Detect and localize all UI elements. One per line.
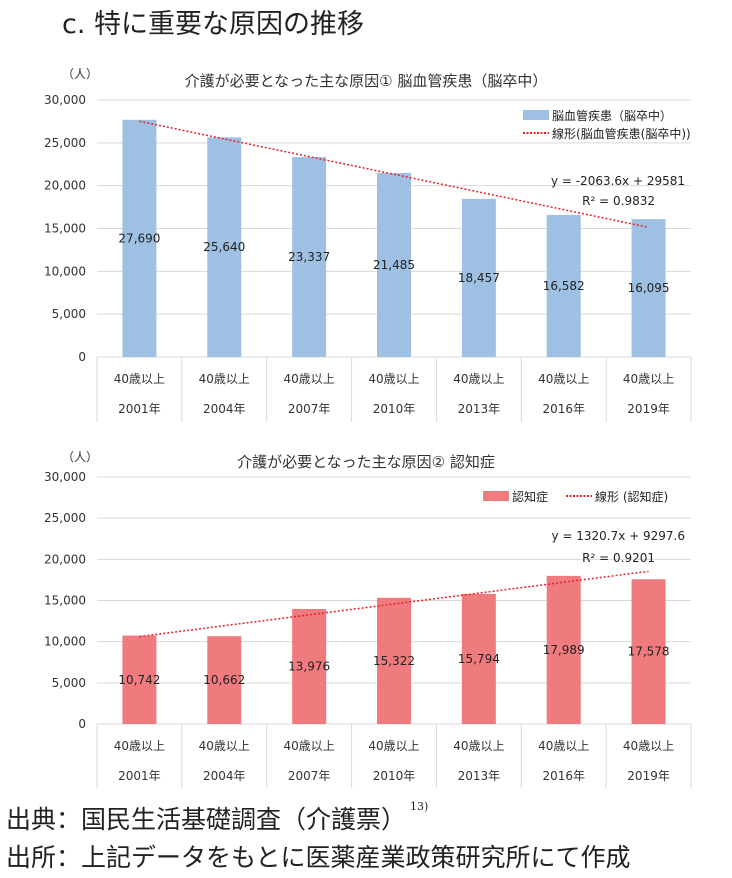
data-label: 27,690 [118,231,160,245]
category-label: 40歳以上 [368,739,419,753]
trend-equation: y = -2063.6x + 29581 [551,174,685,188]
bar [631,579,666,724]
category-label: 40歳以上 [623,372,674,386]
chart-dementia: 介護が必要となった主な原因② 認知症 （人） 0 5,000 10,000 15,000 2… [44,450,692,788]
y-tick-label: 25,000 [44,511,86,525]
chart-stroke: 介護が必要となった主な原因① 脳血管疾患（脳卒中） （人） 0 5,000 10,000… [44,67,692,422]
category-year-label: 2010年 [373,769,416,783]
source-text: 出典：国民生活基礎調査（介護票） [6,805,407,834]
category-year-label: 2019年 [627,402,670,416]
category-label: 40歳以上 [114,372,165,386]
category-year-label: 2001年 [118,769,161,783]
data-label: 16,095 [628,281,670,295]
legend-label-trend: 線形(脳血管疾患(脳卒中)) [552,126,691,141]
data-label: 10,662 [203,673,245,687]
legend-swatch-bar [523,110,549,120]
y-tick-label: 5,000 [52,307,86,321]
bar [207,137,242,357]
category-label: 40歳以上 [284,372,335,386]
data-label: 18,457 [458,271,500,285]
trend-r-squared: R² = 0.9201 [582,551,655,565]
bar [546,214,581,357]
y-tick-label: 20,000 [44,179,86,193]
bar [461,593,496,724]
category-year-label: 2013年 [458,769,501,783]
y-tick-label: 20,000 [44,552,86,566]
data-label: 17,578 [628,645,670,659]
bar [292,157,327,357]
y-tick-label: 0 [78,350,86,364]
bar [631,219,666,357]
bar [122,119,157,357]
y-tick-label: 15,000 [44,222,86,236]
data-label: 13,976 [288,659,330,673]
source-line: 出典：国民生活基礎調査（介護票） 13) [6,800,428,836]
y-unit-label: （人） [62,67,98,81]
category-year-label: 2001年 [118,402,161,416]
category-label: 40歳以上 [114,739,165,753]
data-label: 15,322 [373,654,415,668]
category-year-label: 2004年 [203,769,246,783]
y-tick-label: 30,000 [44,93,86,107]
data-label: 15,794 [458,652,500,666]
category-label: 40歳以上 [284,739,335,753]
legend-swatch-bar [483,491,509,501]
y-tick-label: 30,000 [44,470,86,484]
category-year-label: 2010年 [373,402,416,416]
category-year-label: 2016年 [542,769,585,783]
legend-label-trend: 線形 (認知症) [595,489,668,504]
source-ref: 13) [410,800,429,813]
made-by-line: 出所：上記データをもとに医薬産業政策研究所にて作成 [6,843,631,872]
category-label: 40歳以上 [368,372,419,386]
trendline [139,120,649,229]
bar [546,575,581,724]
legend-label-bar: 脳血管疾患（脳卒中） [552,108,672,123]
category-label: 40歳以上 [538,739,589,753]
data-label: 10,742 [118,673,160,687]
category-label: 40歳以上 [538,372,589,386]
y-tick-label: 0 [78,717,86,731]
data-label: 25,640 [203,240,245,254]
trendline [139,570,649,638]
bar [461,198,496,357]
trend-equation: y = 1320.7x + 9297.6 [551,529,685,543]
category-label: 40歳以上 [623,739,674,753]
bar [292,608,327,724]
bar [207,636,242,724]
y-tick-label: 15,000 [44,594,86,608]
category-label: 40歳以上 [453,372,504,386]
y-unit-label: （人） [62,450,98,464]
data-label: 17,989 [543,643,585,657]
y-tick-label: 10,000 [44,264,86,278]
bar [122,635,157,724]
figure-heading: c. 特に重要な原因の推移 [62,9,365,40]
data-label: 16,582 [543,279,585,293]
y-tick-label: 10,000 [44,635,86,649]
data-label: 21,485 [373,258,415,272]
chart-title: 介護が必要となった主な原因① 脳血管疾患（脳卒中） [185,72,548,90]
category-label: 40歳以上 [453,739,504,753]
chart-title: 介護が必要となった主な原因② 認知症 [237,453,495,471]
trend-r-squared: R² = 0.9832 [582,194,655,208]
category-year-label: 2007年 [288,769,331,783]
category-label: 40歳以上 [199,739,250,753]
legend-label-bar: 認知症 [512,489,548,504]
bar [377,172,411,357]
category-year-label: 2007年 [288,402,331,416]
bar [377,597,411,724]
category-year-label: 2016年 [542,402,585,416]
y-tick-label: 5,000 [52,676,86,690]
category-label: 40歳以上 [199,372,250,386]
data-label: 23,337 [288,250,330,264]
category-year-label: 2004年 [203,402,246,416]
category-year-label: 2013年 [458,402,501,416]
y-tick-label: 25,000 [44,136,86,150]
category-year-label: 2019年 [627,769,670,783]
